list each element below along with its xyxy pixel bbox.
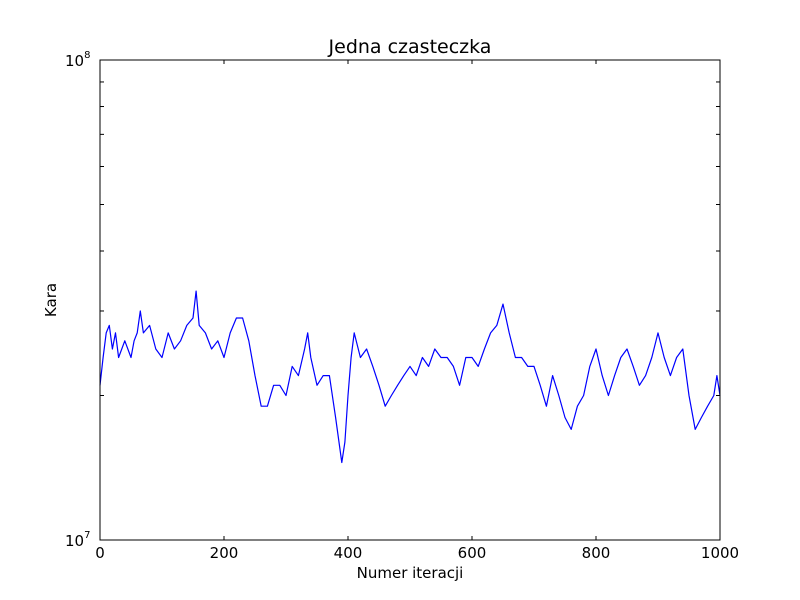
series-line <box>99 290 721 464</box>
x-tick-label: 600 <box>458 544 487 562</box>
x-tick-label: 1000 <box>701 544 739 562</box>
y-tick-label: 107 <box>65 530 90 550</box>
chart-title: Jedna czasteczka <box>328 36 492 58</box>
x-axis-label: Numer iteracji <box>357 564 464 582</box>
y-tick-label: 108 <box>65 50 90 70</box>
y-tick-base: 10 <box>65 532 84 550</box>
plot-frame <box>99 59 721 541</box>
line-layer <box>99 290 721 464</box>
y-tick-exponent: 8 <box>84 50 90 61</box>
x-tick-label: 0 <box>95 544 105 562</box>
y-axis-label: Kara <box>42 283 60 317</box>
y-tick-exponent: 7 <box>84 530 90 541</box>
y-tick-base: 10 <box>65 52 84 70</box>
x-tick-label: 400 <box>334 544 363 562</box>
x-tick-label: 200 <box>210 544 239 562</box>
x-tick-label: 800 <box>582 544 611 562</box>
